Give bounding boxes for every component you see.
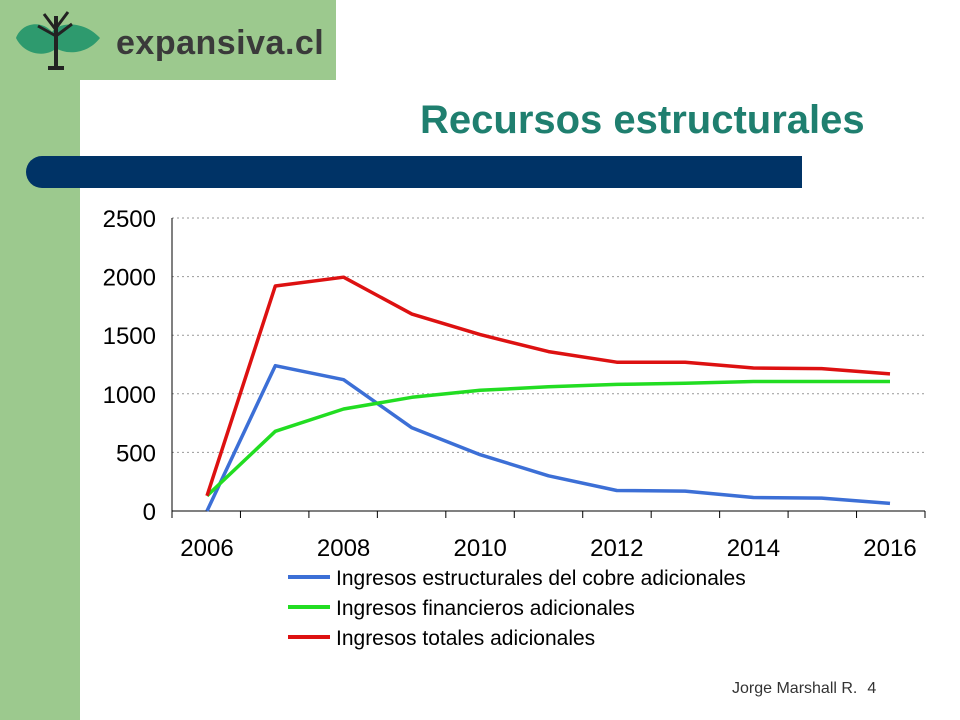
series-line-3 xyxy=(205,275,891,497)
line-chart: 0 500 1000 1500 2000 2500 2006 2008 2010 2012 2014… xyxy=(103,206,926,650)
logo: expansiva.cl xyxy=(8,6,328,72)
y-tick-label: 1500 xyxy=(103,323,156,350)
legend-label: Ingresos financieros adicionales xyxy=(336,597,635,620)
footer: Jorge Marshall R. 4 xyxy=(732,680,876,698)
logo-text: expansiva.cl xyxy=(116,24,325,62)
title-underline-bar xyxy=(26,156,802,188)
content-corner xyxy=(80,80,336,170)
footer-author: Jorge Marshall R. xyxy=(732,680,858,697)
x-tick-label: 2006 xyxy=(180,535,233,562)
y-tick-label: 500 xyxy=(116,440,156,467)
y-tick-label: 0 xyxy=(143,499,156,526)
y-tick-label: 2500 xyxy=(103,206,156,233)
x-tick-label: 2014 xyxy=(727,535,780,562)
x-tick-label: 2012 xyxy=(590,535,643,562)
series-line-2 xyxy=(205,379,890,498)
x-tick-label: 2016 xyxy=(863,535,916,562)
series-line-1 xyxy=(205,363,891,512)
legend-label: Ingresos totales adicionales xyxy=(336,627,595,650)
slide-title: Recursos estructurales xyxy=(420,98,865,142)
page-number: 4 xyxy=(867,680,877,697)
tree-bird-icon xyxy=(16,11,100,70)
side-strip xyxy=(0,0,80,720)
y-tick-label: 1000 xyxy=(103,382,156,409)
legend-label: Ingresos estructurales del cobre adicion… xyxy=(336,567,746,590)
y-tick-label: 2000 xyxy=(103,265,156,292)
x-tick-label: 2008 xyxy=(317,535,370,562)
x-tick-label: 2010 xyxy=(454,535,507,562)
